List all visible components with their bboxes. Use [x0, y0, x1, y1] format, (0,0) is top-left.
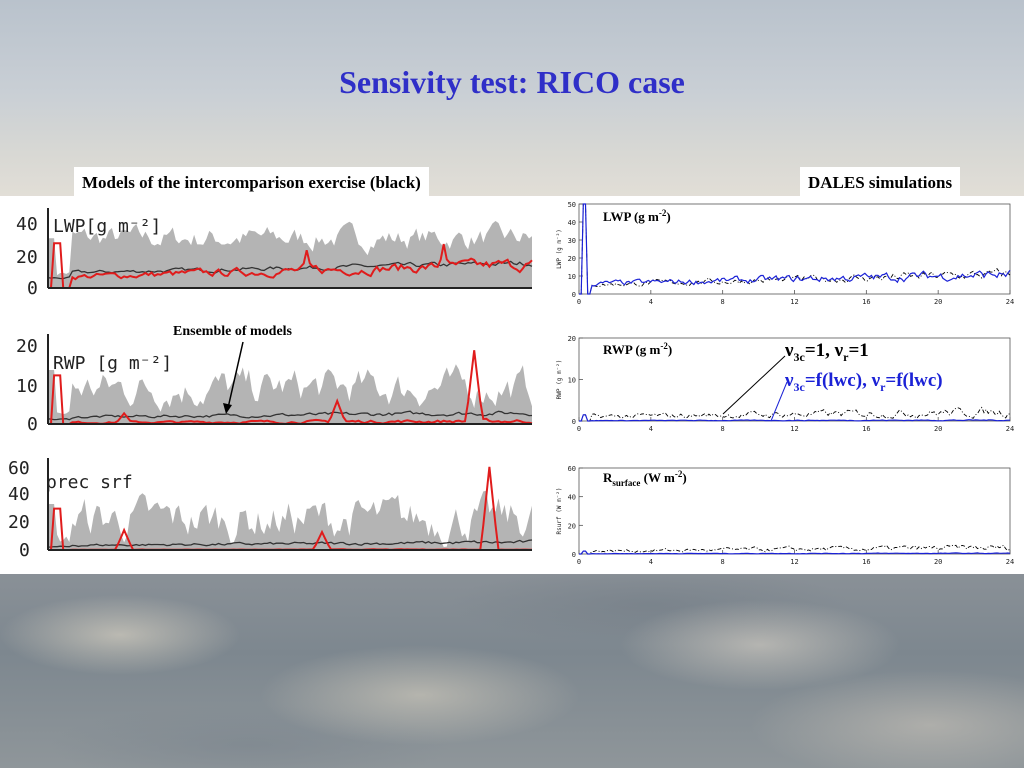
x-tick-label: 16: [862, 298, 870, 306]
panel-label-rwp: RWP [g m⁻²]: [53, 353, 172, 374]
tick-label: 0: [19, 540, 30, 561]
y-tick-label: 10: [568, 273, 576, 281]
lwc-run-line: [579, 550, 1011, 555]
y-tick-label: 20: [568, 522, 576, 530]
legend-pointer-blue: [770, 381, 788, 422]
x-tick-label: 4: [649, 425, 653, 433]
x-tick-label: 20: [934, 298, 942, 306]
panel-label-lwp: LWP[g m⁻²]: [53, 216, 161, 237]
model-mean-line: [47, 539, 533, 548]
model-mean-line: [47, 410, 533, 421]
intercomparison-panel: 40 20 0 LWP[g m⁻²] 20 10 0 RWP [g m⁻²] 6…: [0, 196, 537, 574]
tick-label: 20: [16, 247, 38, 268]
x-tick-label: 20: [934, 558, 942, 566]
tick-label: 20: [8, 512, 30, 533]
x-tick-label: 4: [649, 298, 653, 306]
tick-label: 0: [27, 414, 38, 435]
panel-label-rwp-dales: RWP (g m-2): [603, 341, 672, 357]
left-heading: Models of the intercomparison exercise (…: [74, 167, 429, 199]
x-tick-label: 20: [934, 425, 942, 433]
intercomparison-chart: 40 20 0 LWP[g m⁻²] 20 10 0 RWP [g m⁻²] 6…: [8, 208, 533, 561]
x-tick-label: 12: [790, 558, 798, 566]
legend-lwc-run: ν3c=f(lwc), νr=f(lwc): [784, 370, 943, 394]
y-tick-label: 50: [568, 201, 576, 209]
y-tick-label: 30: [568, 237, 576, 245]
cloud-field-photo: [0, 575, 1024, 768]
tick-label: 60: [8, 458, 30, 479]
x-tick-label: 24: [1006, 298, 1014, 306]
y-tick-label: 40: [568, 219, 576, 227]
tick-label: 20: [16, 336, 38, 357]
tick-label: 40: [8, 484, 30, 505]
y-axis-label: Rsurf (W m⁻²): [556, 488, 563, 535]
x-tick-label: 8: [721, 298, 725, 306]
tick-label: 10: [16, 376, 38, 397]
y-axis-label: RWP (g m⁻²): [556, 360, 563, 400]
annotation-arrow: [227, 341, 244, 409]
lwc-run-line: [579, 414, 1010, 422]
dales-panel: 0 10 20 30 40 50 0 4 8 12 16 20 24 LWP (g m⁻²) 0 10 20 0 4…: [535, 196, 1024, 574]
annotation-arrowhead: [223, 403, 232, 414]
lwc-run-line: [579, 203, 1011, 295]
ensemble-annotation: Ensemble of models: [173, 324, 293, 339]
ensemble-envelope: [48, 364, 532, 424]
x-tick-label: 16: [862, 558, 870, 566]
slide-title: Sensivity test: RICO case: [339, 64, 685, 100]
y-tick-label: 40: [568, 494, 576, 502]
x-tick-label: 4: [649, 558, 653, 566]
x-tick-label: 12: [790, 425, 798, 433]
y-axis-label: LWP (g m⁻²): [556, 229, 563, 269]
x-tick-label: 0: [577, 298, 581, 306]
tick-label: 40: [16, 214, 38, 235]
x-tick-label: 12: [790, 298, 798, 306]
default-run-line: [579, 406, 1011, 422]
y-tick-label: 0: [572, 551, 576, 559]
x-tick-label: 8: [721, 558, 725, 566]
x-tick-label: 0: [577, 425, 581, 433]
y-tick-label: 20: [568, 335, 576, 343]
dales-line: [48, 350, 533, 425]
y-tick-label: 0: [572, 418, 576, 426]
y-tick-label: 20: [568, 255, 576, 263]
y-tick-label: 60: [568, 465, 576, 473]
dales-line: [48, 242, 533, 289]
tick-label: 0: [27, 278, 38, 299]
x-tick-label: 24: [1006, 425, 1014, 433]
x-tick-label: 24: [1006, 558, 1014, 566]
legend-pointer-black: [722, 355, 786, 415]
legend-default-run: ν3c=1, νr=1: [784, 340, 869, 364]
ensemble-envelope: [48, 490, 532, 550]
panel-label-lwp-dales: LWP (g m-2): [603, 208, 671, 224]
right-heading: DALES simulations: [800, 167, 961, 199]
y-tick-label: 10: [568, 377, 576, 385]
x-tick-label: 8: [721, 425, 725, 433]
y-tick-label: 0: [572, 291, 576, 299]
panel-label-prec: prec srf: [46, 472, 133, 493]
x-tick-label: 16: [862, 425, 870, 433]
panel-label-rsurf: Rsurface (W m-2): [603, 469, 687, 488]
x-tick-label: 0: [577, 558, 581, 566]
